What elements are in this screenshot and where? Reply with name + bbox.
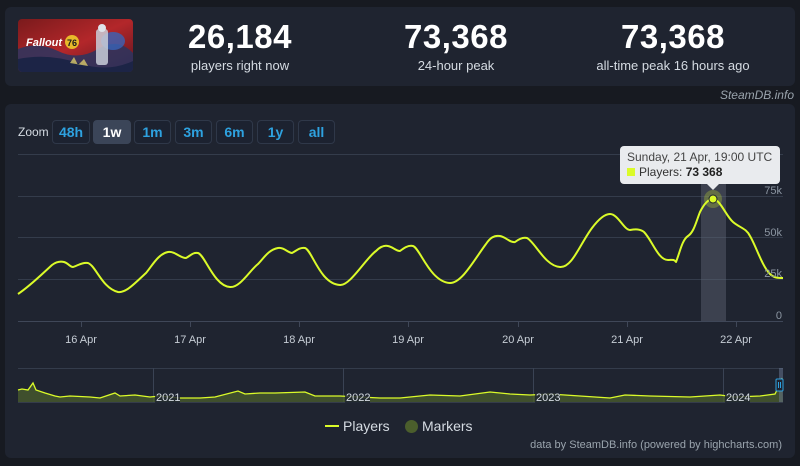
series-color-icon bbox=[627, 168, 635, 176]
y-label: 0 bbox=[776, 310, 782, 322]
marker-dot-icon bbox=[405, 420, 418, 433]
stat-24h-peak: 73,368 24-hour peak bbox=[386, 18, 526, 74]
zoom-48h-button[interactable]: 48h bbox=[52, 120, 90, 144]
stat-all-time-peak: 73,368 all-time peak 16 hours ago bbox=[583, 18, 763, 74]
x-label: 21 Apr bbox=[611, 334, 643, 346]
tooltip-title: Sunday, 21 Apr, 19:00 UTC bbox=[627, 150, 773, 164]
header-card bbox=[5, 7, 795, 86]
zoom-1m-button[interactable]: 1m bbox=[134, 120, 171, 144]
tooltip-row: Players: 73 368 bbox=[627, 165, 773, 180]
tooltip-value: 73 368 bbox=[685, 165, 723, 179]
stat-value: 73,368 bbox=[621, 18, 725, 55]
navigator-handle[interactable] bbox=[775, 378, 784, 392]
year-label: 2023 bbox=[536, 392, 560, 404]
x-label: 22 Apr bbox=[720, 334, 752, 346]
navigator-line bbox=[17, 377, 783, 399]
stat-label: players right now bbox=[190, 58, 290, 73]
stat-value: 73,368 bbox=[404, 18, 508, 55]
legend-item-markers[interactable]: Markers bbox=[405, 418, 473, 434]
steamdb-watermark: SteamDB.info bbox=[719, 88, 794, 102]
x-label: 18 Apr bbox=[283, 334, 315, 346]
legend-item-players[interactable]: Players bbox=[325, 418, 390, 434]
chart-credits[interactable]: data by SteamDB.info (powered by highcha… bbox=[530, 439, 782, 451]
zoom-1y-button[interactable]: 1y bbox=[257, 120, 294, 144]
stat-current-players: 26,184 players right now bbox=[170, 18, 310, 74]
x-label: 17 Apr bbox=[174, 334, 206, 346]
peak-point[interactable] bbox=[708, 194, 718, 204]
legend-label: Players bbox=[343, 418, 390, 434]
game-logo-text: Fallout bbox=[26, 37, 63, 49]
zoom-3m-button[interactable]: 3m bbox=[175, 120, 212, 144]
navigator-year-labels: 2021 2022 2023 2024 bbox=[155, 391, 750, 404]
stat-label: all-time peak 16 hours ago bbox=[596, 58, 750, 73]
players-series-line bbox=[17, 198, 784, 295]
tooltip-series-label: Players: bbox=[639, 165, 686, 179]
navigator[interactable]: 2021 2022 2023 2024 bbox=[17, 368, 784, 404]
zoom-1w-button[interactable]: 1w bbox=[93, 120, 131, 144]
stat-label: 24-hour peak bbox=[417, 58, 495, 73]
tooltip-arrow bbox=[707, 184, 719, 190]
x-label: 20 Apr bbox=[502, 334, 534, 346]
year-label: 2024 bbox=[726, 392, 750, 404]
year-label: 2021 bbox=[156, 392, 180, 404]
stat-value: 26,184 bbox=[188, 18, 292, 55]
zoom-all-button[interactable]: all bbox=[298, 120, 335, 144]
x-label: 19 Apr bbox=[392, 334, 424, 346]
line-series-icon bbox=[325, 425, 339, 427]
game-banner[interactable]: Fallout 76 bbox=[18, 19, 133, 72]
x-axis-ticks bbox=[81, 321, 737, 327]
game-banner-image: Fallout 76 bbox=[18, 19, 133, 72]
x-axis-labels: 16 Apr 17 Apr 18 Apr 19 Apr 20 Apr 21 Ap… bbox=[65, 334, 752, 346]
chart-tooltip: Sunday, 21 Apr, 19:00 UTC Players: 73 36… bbox=[620, 146, 780, 184]
year-label: 2022 bbox=[346, 392, 370, 404]
zoom-label: Zoom bbox=[18, 125, 49, 139]
game-logo-badge: 76 bbox=[67, 38, 77, 48]
y-label: 75k bbox=[764, 185, 782, 197]
y-axis-labels: 0 25k 50k 75k bbox=[764, 185, 782, 322]
y-label: 50k bbox=[764, 227, 782, 239]
zoom-6m-button[interactable]: 6m bbox=[216, 120, 253, 144]
x-label: 16 Apr bbox=[65, 334, 97, 346]
navigator-area bbox=[18, 378, 783, 402]
y-label: 25k bbox=[764, 268, 782, 280]
legend-label: Markers bbox=[422, 418, 473, 434]
